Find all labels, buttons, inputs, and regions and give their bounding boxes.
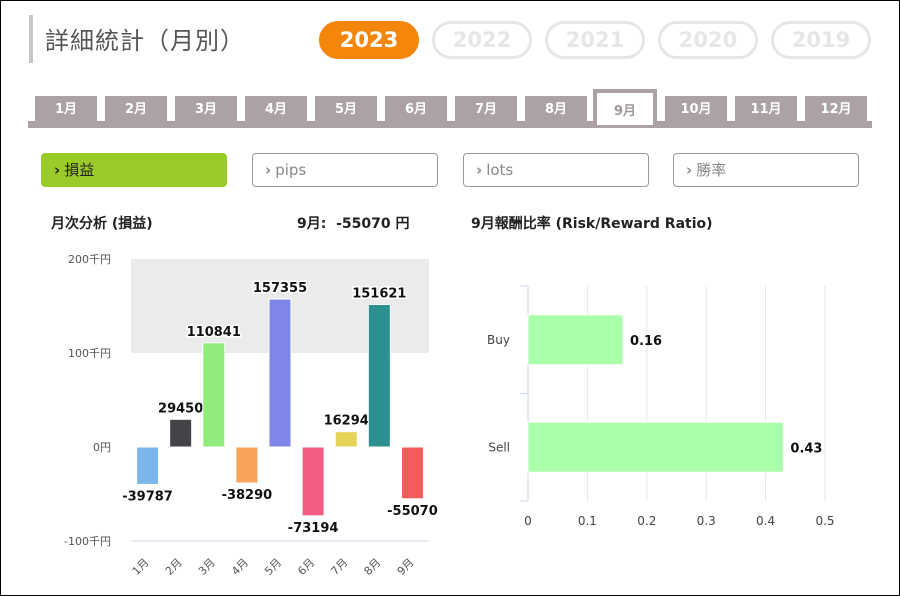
month-tabs-baseline — [28, 121, 872, 128]
data-label: -73194 — [288, 521, 339, 536]
chevron-right-icon: › — [686, 161, 693, 179]
x-tick-label: 1月 — [130, 556, 152, 578]
y-tick-label: -100千円 — [64, 535, 111, 548]
metric-button-label: 損益 — [64, 161, 95, 179]
x-tick-label: 0 — [524, 514, 532, 528]
metric-button-label: pips — [275, 161, 307, 179]
data-label: -55070 — [387, 504, 438, 519]
title-accent-bar — [29, 15, 33, 63]
y-tick-label: 0円 — [93, 441, 111, 454]
metric-button-label: lots — [486, 161, 514, 179]
y-tick-label: 200千円 — [68, 253, 111, 266]
bar — [334, 431, 358, 448]
x-tick-label: 3月 — [196, 556, 218, 578]
x-tick-label: 0.4 — [756, 514, 775, 528]
data-label: 110841 — [187, 325, 241, 340]
year-button-2023[interactable]: 2023 — [319, 21, 419, 59]
tab-month-12[interactable]: 12月 — [805, 96, 867, 123]
metric-button-lots[interactable]: › lots — [463, 153, 649, 187]
bar — [268, 298, 292, 448]
data-label: 29450 — [158, 401, 203, 416]
data-label: 151621 — [352, 286, 406, 301]
x-tick-label: 6月 — [295, 556, 317, 578]
data-label: -38290 — [222, 488, 273, 503]
year-button-2020[interactable]: 2020 — [658, 21, 758, 59]
metric-button-label: 勝率 — [696, 161, 727, 179]
x-tick-label: 0.5 — [815, 514, 834, 528]
x-tick-label: 9月 — [395, 556, 417, 578]
metric-button-winrate[interactable]: › 勝率 — [673, 153, 859, 187]
x-tick-label: 4月 — [229, 556, 251, 578]
year-button-2019[interactable]: 2019 — [771, 21, 871, 59]
x-tick-label: 8月 — [362, 556, 384, 578]
tab-month-9[interactable]: 9月 — [593, 89, 657, 125]
tab-month-4[interactable]: 4月 — [245, 96, 307, 123]
x-tick-label: 0.2 — [637, 514, 656, 528]
year-button-2022[interactable]: 2022 — [432, 21, 532, 59]
y-tick-label: Sell — [488, 440, 510, 454]
bar — [136, 446, 160, 485]
x-tick-label: 0.1 — [578, 514, 597, 528]
data-label: 0.43 — [790, 441, 822, 456]
chevron-right-icon: › — [54, 161, 61, 179]
bar — [202, 342, 226, 448]
metric-button-pips[interactable]: › pips — [252, 153, 438, 187]
ratio-chart-heading: 9月報酬比率 (Risk/Reward Ratio) — [471, 216, 713, 232]
risk-reward-chart: 0 0.1 0.2 0.3 0.4 0.5 0.16 Buy 0.43 Sell — [487, 285, 835, 528]
bar — [527, 314, 624, 366]
tab-month-5[interactable]: 5月 — [315, 96, 377, 123]
chevron-right-icon: › — [265, 161, 272, 179]
tab-month-2[interactable]: 2月 — [105, 96, 167, 123]
bar — [235, 446, 259, 484]
x-tick-label: 0.3 — [697, 514, 716, 528]
monthly-profit-chart: 200千円 100千円 0円 -100千円 -39787 1月 29450 2月 110841 3… — [64, 253, 439, 578]
bar — [169, 418, 193, 448]
monthly-chart-heading: 月次分析 (損益) — [51, 216, 153, 232]
metric-button-profit[interactable]: › 損益 — [41, 153, 227, 187]
page-title: 詳細統計（月別） — [45, 27, 245, 55]
x-tick-label: 2月 — [163, 556, 185, 578]
tab-month-7[interactable]: 7月 — [455, 96, 517, 123]
tab-month-10[interactable]: 10月 — [665, 96, 727, 123]
chevron-right-icon: › — [476, 161, 483, 179]
data-label: -39787 — [122, 489, 173, 504]
tab-month-8[interactable]: 8月 — [525, 96, 587, 123]
bar — [527, 421, 784, 473]
data-label: 16294 — [324, 414, 369, 429]
monthly-summary-value: 9月: -55070 円 — [297, 216, 410, 232]
bar — [367, 303, 391, 448]
bar — [400, 446, 424, 500]
bar — [301, 446, 325, 517]
year-button-2021[interactable]: 2021 — [545, 21, 645, 59]
y-tick-label: Buy — [487, 333, 510, 347]
x-tick-label: 5月 — [262, 556, 284, 578]
tab-month-6[interactable]: 6月 — [385, 96, 447, 123]
tab-month-1[interactable]: 1月 — [35, 96, 97, 123]
data-label: 0.16 — [630, 334, 662, 349]
tab-month-3[interactable]: 3月 — [175, 96, 237, 123]
data-label: 157355 — [253, 281, 307, 296]
y-tick-label: 100千円 — [68, 347, 111, 360]
tab-month-11[interactable]: 11月 — [735, 96, 797, 123]
x-tick-label: 7月 — [328, 556, 350, 578]
